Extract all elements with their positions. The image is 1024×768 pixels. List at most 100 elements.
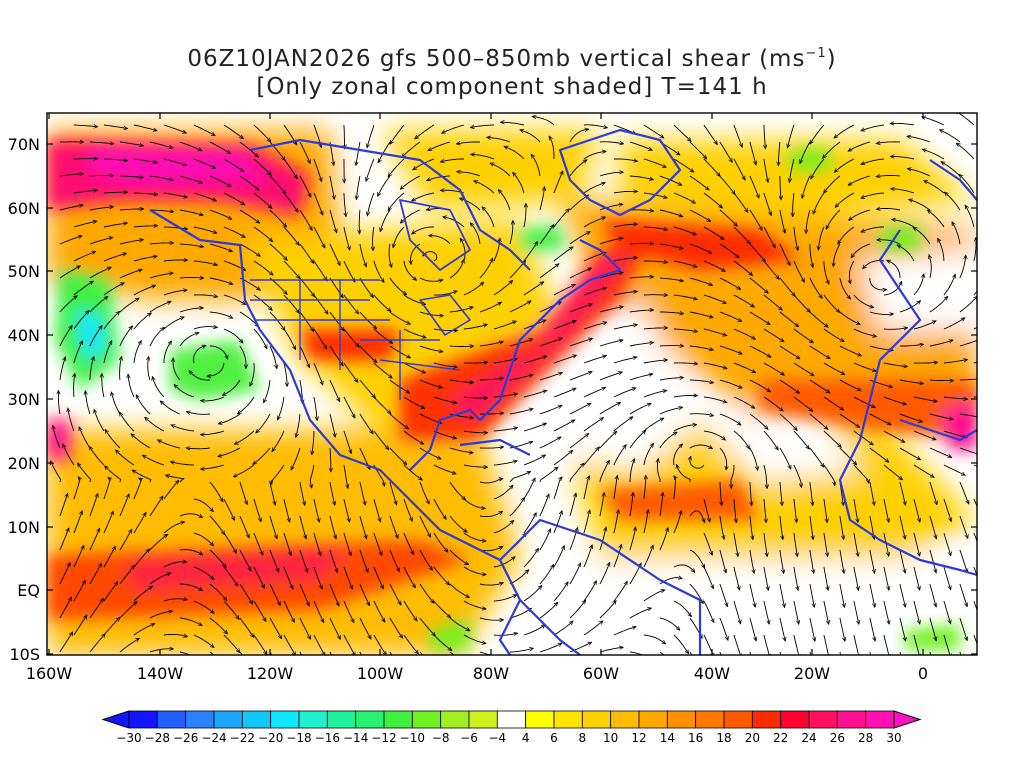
streamline bbox=[690, 457, 705, 469]
colorbar-label: 28 bbox=[858, 731, 873, 745]
streamline bbox=[73, 252, 96, 262]
streamline bbox=[59, 266, 80, 279]
streamline bbox=[103, 283, 124, 296]
streamline bbox=[583, 124, 607, 128]
streamline bbox=[73, 477, 80, 500]
shading-layer bbox=[47, 113, 977, 655]
streamline bbox=[613, 476, 618, 500]
streamline bbox=[689, 311, 713, 318]
streamline bbox=[853, 634, 859, 655]
streamline bbox=[103, 512, 113, 534]
streamline bbox=[689, 379, 713, 383]
streamline bbox=[763, 566, 768, 590]
streamline bbox=[119, 298, 139, 313]
streamline bbox=[283, 294, 299, 313]
streamline bbox=[344, 192, 346, 216]
streamline bbox=[569, 339, 592, 347]
streamline bbox=[218, 447, 241, 456]
streamline bbox=[493, 428, 517, 432]
colorbar-swatch bbox=[723, 710, 753, 729]
streamline bbox=[851, 243, 871, 257]
streamline bbox=[403, 328, 426, 338]
streamline bbox=[329, 311, 344, 331]
streamline bbox=[973, 634, 977, 646]
colorbar-swatch bbox=[638, 710, 668, 729]
streamline bbox=[389, 243, 392, 267]
streamline bbox=[193, 260, 217, 265]
streamline bbox=[373, 634, 386, 655]
streamline bbox=[470, 223, 481, 245]
streamline bbox=[419, 583, 434, 603]
streamline bbox=[613, 510, 619, 534]
streamline bbox=[201, 430, 225, 435]
streamline bbox=[531, 155, 541, 177]
streamline bbox=[271, 464, 285, 484]
streamline bbox=[749, 379, 770, 392]
streamline bbox=[493, 521, 514, 534]
streamline bbox=[253, 124, 271, 142]
streamline bbox=[793, 634, 799, 655]
streamline bbox=[853, 464, 869, 483]
streamline bbox=[763, 226, 775, 248]
streamline bbox=[449, 583, 469, 597]
streamline bbox=[719, 583, 727, 606]
streamline bbox=[419, 447, 441, 459]
streamline bbox=[239, 311, 258, 326]
streamline bbox=[359, 617, 371, 639]
colorbar-swatch bbox=[666, 710, 697, 729]
streamline bbox=[89, 494, 98, 517]
streamline bbox=[643, 391, 667, 398]
streamline bbox=[133, 256, 157, 262]
streamline bbox=[853, 362, 876, 371]
colorbar-swatch bbox=[383, 710, 413, 729]
streamline bbox=[659, 378, 683, 381]
streamline bbox=[539, 565, 554, 585]
streamline bbox=[329, 549, 338, 572]
streamline bbox=[163, 317, 184, 330]
streamline bbox=[643, 226, 667, 230]
streamline bbox=[463, 600, 486, 609]
streamline bbox=[133, 124, 157, 131]
lat-label: 10N bbox=[8, 518, 40, 537]
streamline bbox=[163, 158, 187, 165]
streamline bbox=[553, 285, 575, 296]
streamline bbox=[673, 600, 691, 616]
colorbar-label: 6 bbox=[550, 731, 558, 745]
streamline bbox=[493, 321, 516, 330]
streamline bbox=[102, 374, 105, 398]
streamline bbox=[73, 341, 83, 364]
streamline bbox=[959, 583, 967, 606]
streamline bbox=[299, 617, 311, 639]
streamline bbox=[523, 356, 547, 364]
streamline bbox=[965, 205, 975, 228]
streamline bbox=[278, 396, 285, 420]
streamline bbox=[166, 475, 185, 483]
streamline bbox=[193, 634, 214, 647]
streamline bbox=[74, 374, 75, 398]
streamline bbox=[703, 124, 717, 144]
streamline bbox=[299, 345, 310, 367]
streamline bbox=[673, 444, 683, 466]
streamline bbox=[58, 391, 60, 415]
streamline bbox=[403, 260, 416, 280]
streamline bbox=[839, 345, 861, 356]
streamline bbox=[673, 425, 696, 432]
streamline bbox=[433, 362, 457, 367]
streamline bbox=[149, 328, 164, 347]
streamline bbox=[343, 362, 358, 382]
streamline bbox=[943, 396, 967, 399]
colorbar-label: −26 bbox=[173, 731, 198, 745]
colorbar-swatch bbox=[185, 710, 215, 729]
streamline bbox=[239, 209, 260, 223]
streamline bbox=[941, 162, 961, 177]
streamline bbox=[73, 281, 93, 296]
streamline bbox=[849, 209, 871, 220]
streamline bbox=[719, 141, 732, 162]
streamline bbox=[313, 226, 325, 248]
streamline bbox=[53, 426, 61, 449]
lon-label: 100W bbox=[357, 664, 404, 683]
streamline bbox=[806, 209, 811, 233]
streamline bbox=[733, 328, 755, 339]
streamline bbox=[433, 634, 452, 650]
streamline bbox=[299, 481, 305, 505]
